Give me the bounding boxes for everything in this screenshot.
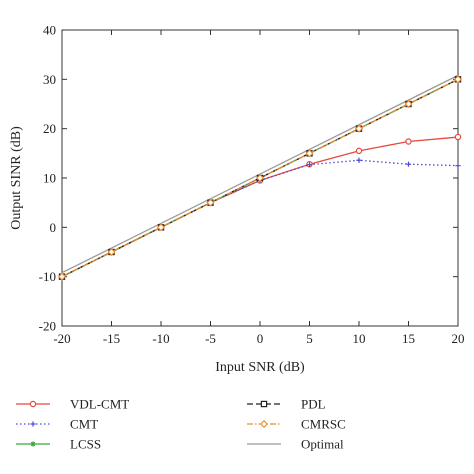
x-tick-label: -20 xyxy=(53,331,70,346)
legend-entry-cmt: CMT xyxy=(16,417,98,432)
legend-label-cmrsc: CMRSC xyxy=(301,417,346,432)
x-tick-label: 5 xyxy=(306,331,313,346)
data-point-cmt xyxy=(306,162,313,168)
axis-ticks: -20 -15 -10 -5 0 5 10 15 20 -20 -10 0 10 20 30 40 xyxy=(39,23,465,347)
x-tick-label: -10 xyxy=(152,331,169,346)
data-point-cmrsc xyxy=(305,149,314,158)
y-tick-label: 10 xyxy=(43,171,56,186)
legend-label-cmt: CMT xyxy=(70,417,98,432)
series-vdl-cmt xyxy=(58,133,462,280)
data-point-cmrsc xyxy=(58,272,66,281)
legend-label-lcss: LCSS xyxy=(70,437,101,452)
legend-marker-vdl-cmt xyxy=(29,400,37,408)
data-point-vdl-cmt xyxy=(405,138,412,145)
legend-entry-pdl: PDL xyxy=(247,397,326,412)
x-tick-label: 10 xyxy=(353,331,366,346)
x-tick-label: -5 xyxy=(205,331,216,346)
x-tick-label: 0 xyxy=(257,331,264,346)
x-tick-label: 20 xyxy=(452,331,465,346)
data-point-cmrsc xyxy=(454,75,462,84)
y-tick-label: -20 xyxy=(39,319,56,334)
data-point-cmt xyxy=(405,161,412,167)
legend-marker-cmrsc xyxy=(260,420,268,428)
series-layer xyxy=(58,74,462,281)
series-cmrsc xyxy=(58,75,462,281)
y-tick-label: -10 xyxy=(39,269,56,284)
y-tick-label: 0 xyxy=(50,220,57,235)
data-point-cmrsc xyxy=(157,223,165,232)
y-tick-label: 40 xyxy=(43,23,56,38)
data-point-cmrsc xyxy=(107,248,116,256)
legend-label-pdl: PDL xyxy=(301,397,326,412)
legend-entry-optimal: Optimal xyxy=(247,437,344,452)
legend-label-optimal: Optimal xyxy=(301,437,344,452)
legend-label-vdl-cmt: VDL-CMT xyxy=(70,397,129,412)
x-axis-label: Input SNR (dB) xyxy=(215,360,305,375)
data-point-vdl-cmt xyxy=(355,147,363,155)
data-point-cmrsc xyxy=(404,100,413,108)
legend-entry-vdl-cmt: VDL-CMT xyxy=(16,397,129,412)
legend-entry-cmrsc: CMRSC xyxy=(247,417,346,432)
data-point-cmt xyxy=(356,157,362,163)
data-point-vdl-cmt xyxy=(454,133,462,141)
data-point-cmt xyxy=(455,163,461,169)
data-point-cmrsc xyxy=(355,124,363,133)
data-point-cmrsc xyxy=(206,198,215,207)
legend-marker-pdl xyxy=(260,400,268,408)
legend-marker-cmt xyxy=(30,421,36,427)
y-tick-label: 20 xyxy=(43,121,56,136)
legend-entry-lcss: LCSS xyxy=(16,437,101,452)
x-tick-label: 15 xyxy=(402,331,415,346)
series-line-vdl-cmt xyxy=(61,136,459,278)
legend-marker-lcss xyxy=(30,441,36,447)
legend: VDL-CMT PDL CMT CMRSC LCSS Optimal xyxy=(16,397,346,452)
data-point-cmrsc xyxy=(256,174,264,182)
y-axis-label: Output SINR (dB) xyxy=(9,126,24,230)
x-tick-label: -15 xyxy=(103,331,120,346)
y-tick-label: 30 xyxy=(43,72,56,87)
